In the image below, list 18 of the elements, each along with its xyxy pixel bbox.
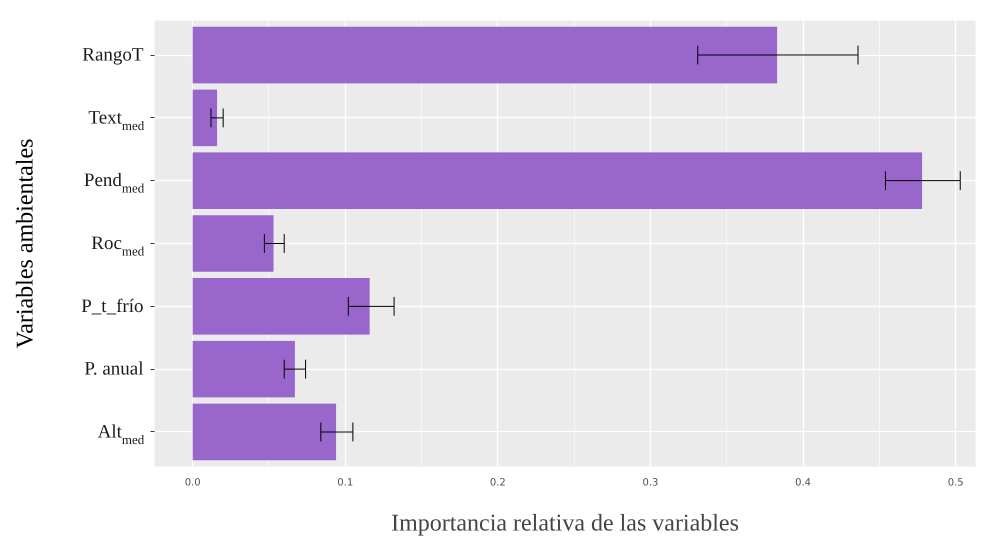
bar (192, 26, 778, 84)
bar (192, 90, 218, 146)
bar (192, 340, 295, 398)
x-tick-label: 0.5 (948, 478, 964, 488)
x-tick-label: 0.2 (490, 478, 506, 488)
bar (192, 404, 336, 460)
x-axis-title: Importancia relativa de las variables (391, 510, 739, 536)
x-tick-label: 0.4 (795, 478, 812, 488)
y-tick-label: P. anual (84, 358, 144, 380)
bar (192, 152, 922, 209)
bar (192, 278, 370, 335)
x-tick-label: 0.1 (337, 478, 354, 488)
y-axis-title: Variables ambientales (12, 138, 38, 348)
x-tick-label: 0.0 (184, 478, 201, 488)
x-tick-label: 0.3 (642, 478, 658, 488)
y-tick-label: RangoT (82, 44, 144, 66)
bar (192, 215, 274, 272)
y-tick-label: P_t_frío (81, 296, 144, 317)
